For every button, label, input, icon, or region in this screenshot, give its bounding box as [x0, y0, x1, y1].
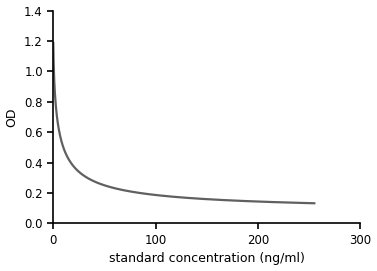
X-axis label: standard concentration (ng/ml): standard concentration (ng/ml) [109, 253, 305, 265]
Y-axis label: OD: OD [6, 107, 18, 127]
